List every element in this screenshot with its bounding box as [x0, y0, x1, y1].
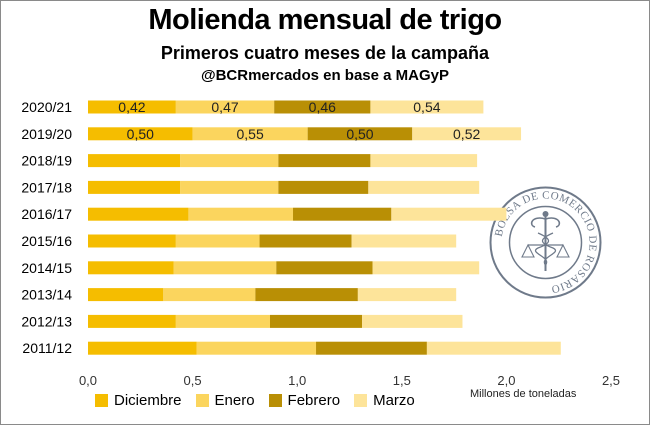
bar-segment-enero: [173, 261, 277, 275]
legend-label: Febrero: [287, 392, 341, 409]
legend-label: Marzo: [373, 392, 415, 409]
bar-segment-diciembre: [88, 207, 189, 221]
bar-segment-febrero: [276, 261, 373, 275]
legend-item-marzo: Marzo: [354, 392, 415, 409]
bar-segment-enero: [175, 100, 275, 114]
bar-segment-enero: [192, 127, 308, 141]
caduceus-seal-icon: BOLSA DE COMERCIO DE ROSARIO: [489, 186, 602, 299]
category-label: 2019/20: [21, 126, 72, 142]
bar-segment-diciembre: [88, 341, 197, 355]
category-label: 2017/18: [21, 179, 72, 195]
bar-segment-enero: [188, 207, 294, 221]
bar-segment-diciembre: [88, 180, 181, 194]
bar-segment-enero: [180, 154, 279, 168]
x-tick-label: 1,0: [288, 373, 306, 388]
x-tick-label: 1,5: [393, 373, 411, 388]
x-tick-label: 2,5: [602, 373, 620, 388]
x-tick-label: 0,0: [79, 373, 97, 388]
bar-segment-marzo: [426, 341, 561, 355]
legend-label: Enero: [214, 392, 255, 409]
bar-segment-febrero: [293, 207, 392, 221]
bar-segment-febrero: [307, 127, 413, 141]
legend-swatch: [95, 394, 108, 407]
data-label: 0,47: [211, 99, 238, 115]
category-label: 2012/13: [21, 313, 72, 329]
data-label: 0,50: [346, 126, 373, 142]
chart-legend: Diciembre Enero Febrero Marzo: [95, 392, 429, 409]
bar-segment-diciembre: [88, 154, 181, 168]
data-label: 0,55: [237, 126, 264, 142]
data-label: 0,52: [453, 126, 480, 142]
bar-segment-diciembre: [88, 100, 176, 114]
bar-segment-febrero: [259, 234, 352, 248]
legend-item-enero: Enero: [195, 392, 255, 409]
bar-segment-diciembre: [88, 261, 174, 275]
data-label: 0,42: [118, 99, 145, 115]
bar-segment-febrero: [255, 288, 358, 302]
chart-credit: @BCRmercados en base a MAGyP: [200, 67, 450, 84]
data-label: 0,46: [309, 99, 336, 115]
bar-segment-marzo: [351, 234, 457, 248]
category-label: 2011/12: [22, 340, 72, 356]
bar-segment-marzo: [372, 261, 480, 275]
bar-segment-diciembre: [88, 234, 176, 248]
bar-segment-enero: [175, 314, 271, 328]
legend-item-febrero: Febrero: [268, 392, 341, 409]
category-label: 2014/15: [21, 260, 72, 276]
bar-segment-marzo: [368, 180, 480, 194]
bar-segment-febrero: [316, 341, 427, 355]
bar-segment-marzo: [412, 127, 522, 141]
bar-segment-enero: [196, 341, 317, 355]
bar-segment-enero: [175, 234, 260, 248]
bar-segment-marzo: [362, 314, 463, 328]
category-label: 2018/19: [21, 153, 72, 169]
bar-segment-marzo: [370, 100, 484, 114]
x-tick-label: 2,0: [497, 373, 515, 388]
category-label: 2020/21: [21, 99, 72, 115]
bar-segment-diciembre: [88, 288, 164, 302]
x-axis-label: Millones de toneladas: [470, 388, 577, 400]
bar-segment-febrero: [270, 314, 363, 328]
bar-segment-diciembre: [88, 314, 176, 328]
legend-swatch: [195, 394, 209, 407]
legend-swatch: [268, 394, 282, 407]
bar-segment-marzo: [391, 207, 507, 221]
bar-segment-febrero: [274, 100, 371, 114]
bar-segment-febrero: [278, 180, 369, 194]
legend-swatch: [354, 394, 368, 407]
legend-item-diciembre: Diciembre: [95, 392, 182, 409]
bar-segment-enero: [163, 288, 256, 302]
bar-segment-marzo: [357, 288, 457, 302]
category-label: 2015/16: [21, 233, 72, 249]
chart-title: Molienda mensual de trigo: [148, 4, 502, 36]
chart-subtitle: Primeros cuatro meses de la campaña: [160, 43, 490, 63]
legend-label: Diciembre: [114, 392, 182, 409]
data-label: 0,50: [127, 126, 154, 142]
bar-segment-febrero: [278, 154, 371, 168]
data-label: 0,54: [413, 99, 440, 115]
x-tick-label: 0,5: [184, 373, 202, 388]
bar-segment-diciembre: [88, 127, 193, 141]
category-label: 2016/17: [21, 206, 72, 222]
category-label: 2013/14: [21, 287, 72, 303]
bar-segment-marzo: [370, 154, 478, 168]
bar-segment-enero: [180, 180, 279, 194]
